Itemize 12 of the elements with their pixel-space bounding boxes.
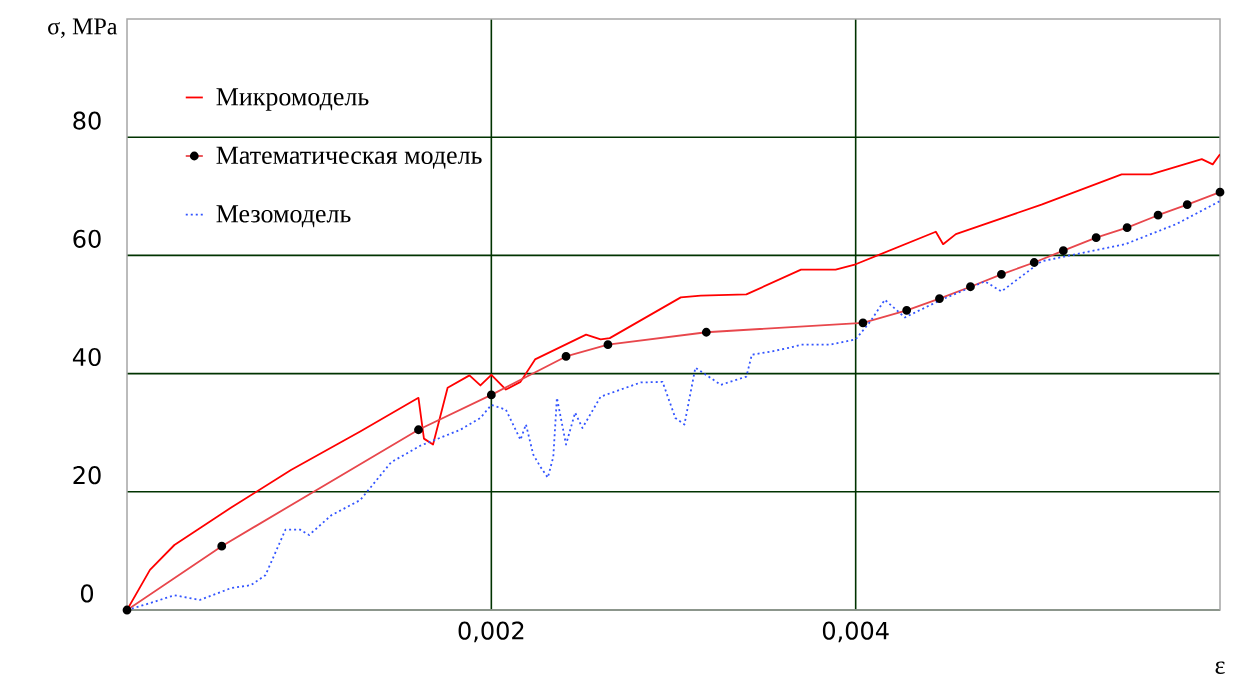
x-axis-title: ε [1215,661,1225,674]
x-tick-label: 0,002 [458,621,524,642]
y-tick-label: 20 [73,465,101,485]
legend-label: Математическая модель [216,146,482,169]
y-tick-label: 60 [73,229,101,248]
legend-label: Мезомодель [216,205,351,228]
x-tick-label: 0,004 [822,621,889,642]
legend-label: Микромодель [216,88,369,111]
y-axis-title: σ, MPa [48,18,118,38]
y-tick-label: 40 [72,347,101,366]
y-tick-label: 0 [80,584,94,603]
y-tick-label: 80 [73,111,101,130]
